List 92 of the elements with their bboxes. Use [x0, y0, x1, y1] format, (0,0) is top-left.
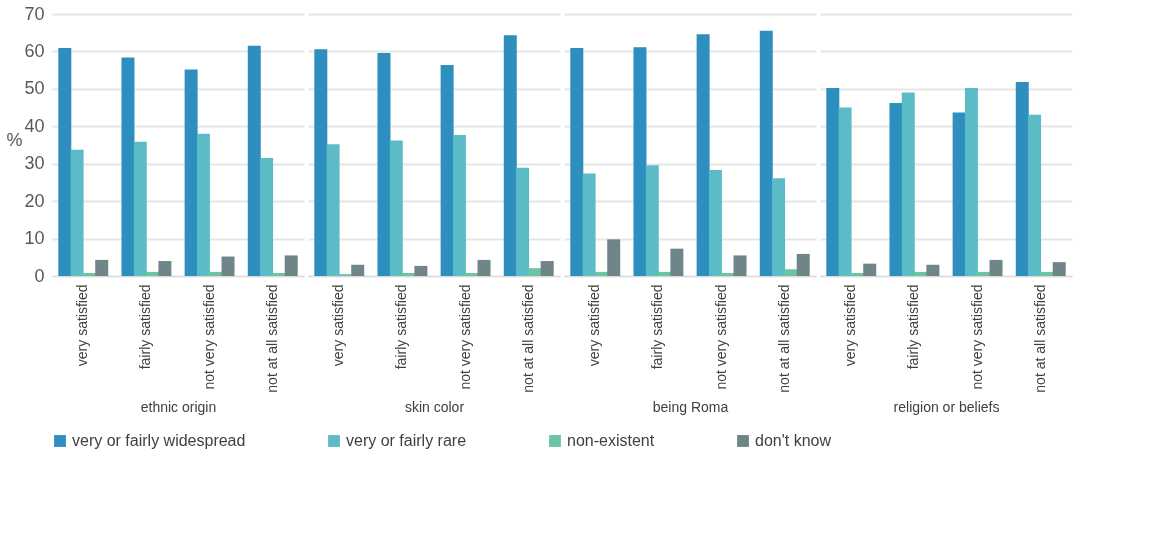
- bar: [952, 112, 966, 276]
- x-tick-label: not at all satisfied: [1031, 284, 1048, 393]
- bar: [850, 273, 864, 276]
- bar: [540, 261, 554, 276]
- y-tick-label: 50: [24, 78, 45, 99]
- bar: [772, 178, 786, 276]
- y-tick-label: 0: [34, 265, 45, 286]
- bar: [889, 103, 903, 276]
- bar: [670, 248, 684, 276]
- bar: [826, 88, 840, 276]
- bar: [121, 57, 135, 276]
- bar: [901, 92, 915, 276]
- bar: [607, 239, 621, 276]
- x-tick-label: fairly satisfied: [905, 284, 922, 370]
- y-axis-title: %: [6, 129, 23, 150]
- bar: [95, 259, 109, 276]
- bar: [708, 170, 722, 276]
- x-tick-label: not very satisfied: [712, 284, 729, 390]
- y-tick-label: 30: [24, 153, 45, 174]
- bar: [645, 165, 659, 276]
- bar: [452, 134, 466, 276]
- x-tick-label: very satisfied: [842, 284, 859, 367]
- bar: [272, 273, 286, 276]
- bar: [70, 149, 84, 276]
- x-tick-label: fairly satisfied: [649, 284, 666, 370]
- x-tick-label: very satisfied: [586, 284, 603, 367]
- x-tick-label: not very satisfied: [456, 284, 473, 390]
- x-tick-label: very satisfied: [330, 284, 347, 367]
- y-tick-label: 10: [24, 228, 45, 249]
- bar: [58, 48, 72, 276]
- legend-label: very or fairly widespread: [72, 432, 246, 449]
- y-tick-label: 40: [24, 115, 45, 136]
- bar: [465, 273, 479, 276]
- bar: [133, 141, 147, 276]
- bar: [196, 133, 210, 276]
- x-axis-title: skin color: [404, 398, 465, 415]
- bar: [184, 69, 198, 276]
- x-tick-label: fairly satisfied: [393, 284, 410, 370]
- bar: [784, 269, 798, 276]
- bar: [528, 268, 542, 276]
- x-axis-title: being Roma: [652, 398, 729, 415]
- bar: [633, 47, 647, 276]
- bar: [696, 34, 710, 276]
- bar: [977, 271, 991, 276]
- bar: [926, 264, 940, 276]
- y-tick-label: 70: [24, 3, 45, 24]
- bar: [221, 256, 235, 276]
- bar: [402, 273, 416, 276]
- bar: [158, 261, 172, 276]
- bar: [82, 273, 96, 276]
- x-tick-label: not at all satisfied: [263, 284, 280, 393]
- bar: [516, 167, 530, 276]
- bar: [1015, 82, 1029, 276]
- bar: [260, 158, 274, 276]
- bar: [1028, 114, 1042, 276]
- bar: [414, 265, 428, 276]
- bar: [351, 264, 365, 276]
- bar: [570, 48, 584, 276]
- bar: [209, 271, 223, 276]
- bar: [314, 49, 328, 276]
- bar: [1040, 271, 1054, 276]
- bar: [989, 259, 1003, 276]
- bar: [247, 45, 261, 276]
- bar: [477, 259, 491, 276]
- bar: [838, 107, 852, 276]
- legend-label: very or fairly rare: [346, 432, 467, 449]
- bar: [1052, 262, 1066, 276]
- bar: [863, 263, 877, 276]
- x-tick-label: not at all satisfied: [519, 284, 536, 393]
- y-tick-label: 60: [24, 40, 45, 61]
- legend-label: non-existent: [567, 432, 655, 449]
- bar: [721, 273, 735, 276]
- bar: [759, 30, 773, 276]
- bar: [582, 173, 596, 276]
- bar: [503, 35, 517, 276]
- x-tick-label: not very satisfied: [200, 284, 217, 390]
- bar: [796, 253, 810, 276]
- x-axis-title: ethnic origin: [140, 398, 217, 415]
- bar: [964, 88, 978, 276]
- bar: [440, 64, 454, 276]
- x-tick-label: not very satisfied: [968, 284, 985, 390]
- bar: [284, 255, 298, 276]
- y-tick-label: 20: [24, 190, 45, 211]
- legend-label: don't know: [755, 432, 832, 449]
- x-tick-label: not at all satisfied: [775, 284, 792, 393]
- x-tick-label: fairly satisfied: [137, 284, 154, 370]
- bar: [326, 144, 340, 276]
- bar: [389, 140, 403, 276]
- bar: [377, 52, 391, 276]
- x-axis-title: religion or beliefs: [893, 398, 1000, 415]
- x-tick-label: very satisfied: [74, 284, 91, 367]
- bar: [733, 255, 747, 276]
